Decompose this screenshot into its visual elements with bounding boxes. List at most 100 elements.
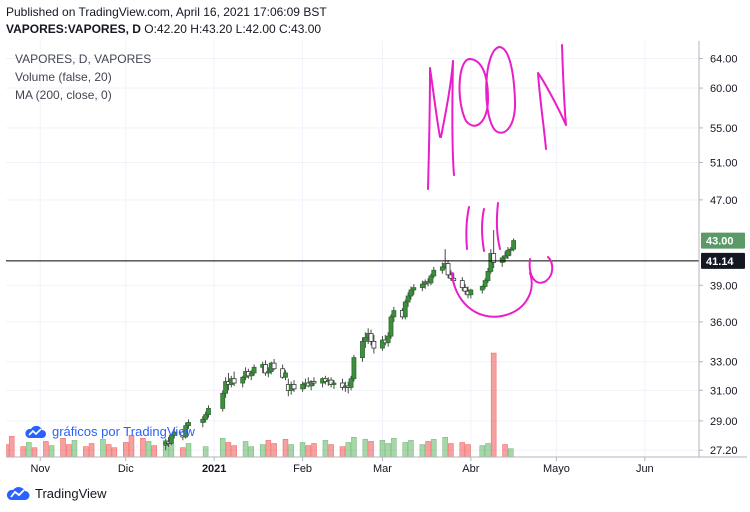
volume-bar — [322, 440, 329, 458]
candle — [248, 370, 254, 381]
candle-body — [511, 240, 517, 250]
published-info: Published on TradingView.com, April 16, … — [6, 5, 327, 19]
last-price-badge — [701, 232, 745, 249]
candle — [388, 314, 394, 339]
volume-bar — [431, 439, 437, 458]
annotation-rays — [465, 202, 501, 252]
candle — [348, 375, 354, 391]
legend-volume[interactable]: Volume (false, 20) — [15, 70, 112, 84]
price-tick-label: 64.00 — [710, 54, 738, 66]
volume-bar — [368, 441, 374, 458]
volume-bar — [71, 440, 78, 458]
candle — [328, 377, 334, 388]
candle-body — [428, 275, 434, 284]
volume-bar — [288, 444, 294, 458]
candle-body — [360, 340, 365, 358]
candle — [511, 238, 517, 252]
moon-annotation — [427, 44, 567, 318]
candle-body — [223, 381, 228, 394]
candle — [265, 367, 271, 378]
volume-bar — [185, 443, 192, 458]
legend-title: VAPORES, D, VAPORES — [15, 52, 152, 66]
volume-bar — [145, 441, 152, 458]
candle-body — [200, 418, 206, 423]
candle-body — [283, 372, 288, 378]
volume-bar — [479, 445, 486, 458]
candle-body — [368, 333, 374, 342]
candle — [459, 277, 465, 292]
candle — [468, 288, 474, 299]
candle-body — [331, 382, 337, 385]
price-tick-label: 31.00 — [710, 385, 738, 397]
volume-series — [3, 352, 514, 458]
candle-body — [408, 289, 414, 297]
volume-bar — [459, 442, 466, 458]
time-tick-label: 2021 — [202, 463, 226, 475]
candle-body — [183, 425, 189, 438]
volume-bar — [402, 442, 409, 458]
price-tick-label: 29.00 — [710, 416, 738, 428]
price-tick-label: 47.00 — [710, 195, 738, 207]
candle-body — [291, 384, 297, 390]
candle — [391, 306, 397, 322]
candle-body — [271, 362, 277, 370]
volume-bar — [299, 442, 306, 458]
volume-bar — [442, 436, 448, 458]
volume-bar — [202, 446, 209, 458]
candle-body — [351, 357, 357, 380]
volume-bar — [419, 444, 426, 458]
plot-area — [6, 41, 699, 457]
volume-bar — [502, 444, 508, 458]
volume-bar — [271, 443, 277, 458]
candle — [331, 380, 337, 389]
cloud-logo-icon — [25, 425, 46, 438]
candle — [171, 428, 177, 439]
candle — [203, 411, 209, 423]
price-tick-label: 51.00 — [710, 157, 738, 169]
volume-bar — [408, 440, 414, 458]
volume-bar — [379, 440, 386, 458]
volume-bar — [219, 438, 226, 458]
candle — [411, 284, 417, 295]
watermark-text: gráficos por TradingView — [52, 424, 195, 439]
tradingview-watermark[interactable]: gráficos por TradingView — [24, 424, 195, 439]
candle — [183, 422, 189, 439]
candle-body — [479, 286, 485, 291]
price-tick-label: 55.00 — [710, 123, 738, 135]
volume-bar — [265, 440, 272, 458]
candle-body — [468, 289, 474, 296]
volume-bar — [225, 442, 232, 458]
candle-body — [206, 408, 211, 416]
candle-body — [265, 371, 271, 374]
candle-body — [499, 257, 505, 263]
candle — [385, 332, 391, 347]
candle — [291, 380, 297, 392]
volume-bar — [65, 444, 72, 458]
volume-bar — [351, 436, 357, 458]
volume-bar — [20, 446, 26, 458]
volume-bar — [259, 444, 266, 458]
ohlc-values: O:42.20 H:43.20 L:42.00 C:43.00 — [144, 22, 322, 36]
legend-ma[interactable]: MA (200, close, 0) — [15, 88, 112, 102]
candle-body — [300, 384, 305, 390]
candle-body — [340, 382, 345, 388]
time-tick-label: Mar — [373, 463, 392, 475]
candle — [300, 381, 305, 392]
footer-brand[interactable]: TradingView — [6, 485, 107, 501]
last-price-label: 43.00 — [706, 236, 734, 248]
candle — [263, 360, 268, 376]
candle-body — [203, 414, 209, 420]
symbol-label: VAPORES:VAPORES, D — [6, 22, 141, 36]
candle — [419, 280, 425, 292]
chart-panel[interactable]: 64.00 60.00 55.00 51.00 47.00 39.00 36.00 33.00… — [3, 41, 747, 481]
volume-bar — [305, 445, 312, 458]
annotation-letter-m — [427, 60, 455, 190]
candle — [251, 364, 257, 376]
candle — [240, 375, 246, 388]
volume-bar — [88, 443, 95, 458]
candle — [220, 390, 226, 412]
candle-body — [328, 379, 334, 385]
volume-bar — [282, 439, 289, 458]
price-chart[interactable]: 64.00 60.00 55.00 51.00 47.00 39.00 36.00 33.00… — [3, 41, 747, 481]
candle-body — [505, 249, 511, 257]
